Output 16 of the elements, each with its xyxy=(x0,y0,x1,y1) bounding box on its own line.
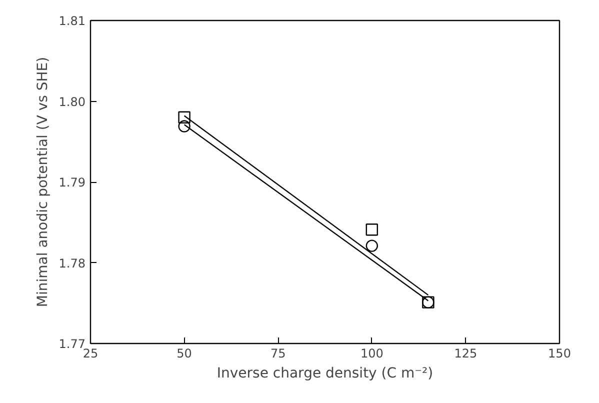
point xyxy=(366,224,378,236)
y-tick-label: 1.80 xyxy=(58,94,86,109)
y-tick-label: 1.81 xyxy=(58,14,86,28)
x-tick-label: 125 xyxy=(454,346,478,360)
point xyxy=(178,120,190,132)
x-tick-label: 25 xyxy=(82,346,98,360)
point xyxy=(178,111,190,124)
point xyxy=(366,240,378,252)
x-tick-label: 50 xyxy=(176,346,192,360)
y-tick-label: 1.79 xyxy=(58,176,86,190)
y-axis-title: Minimal anodic potential (V vs SHE) xyxy=(34,56,51,308)
x-axis-title: Inverse charge density (C m⁻²) xyxy=(216,366,434,382)
x-tick-label: 100 xyxy=(360,346,384,360)
x-tick-label: 150 xyxy=(548,346,571,360)
x-tick-label: 75 xyxy=(270,346,286,360)
y-tick-label: 1.78 xyxy=(58,256,86,270)
